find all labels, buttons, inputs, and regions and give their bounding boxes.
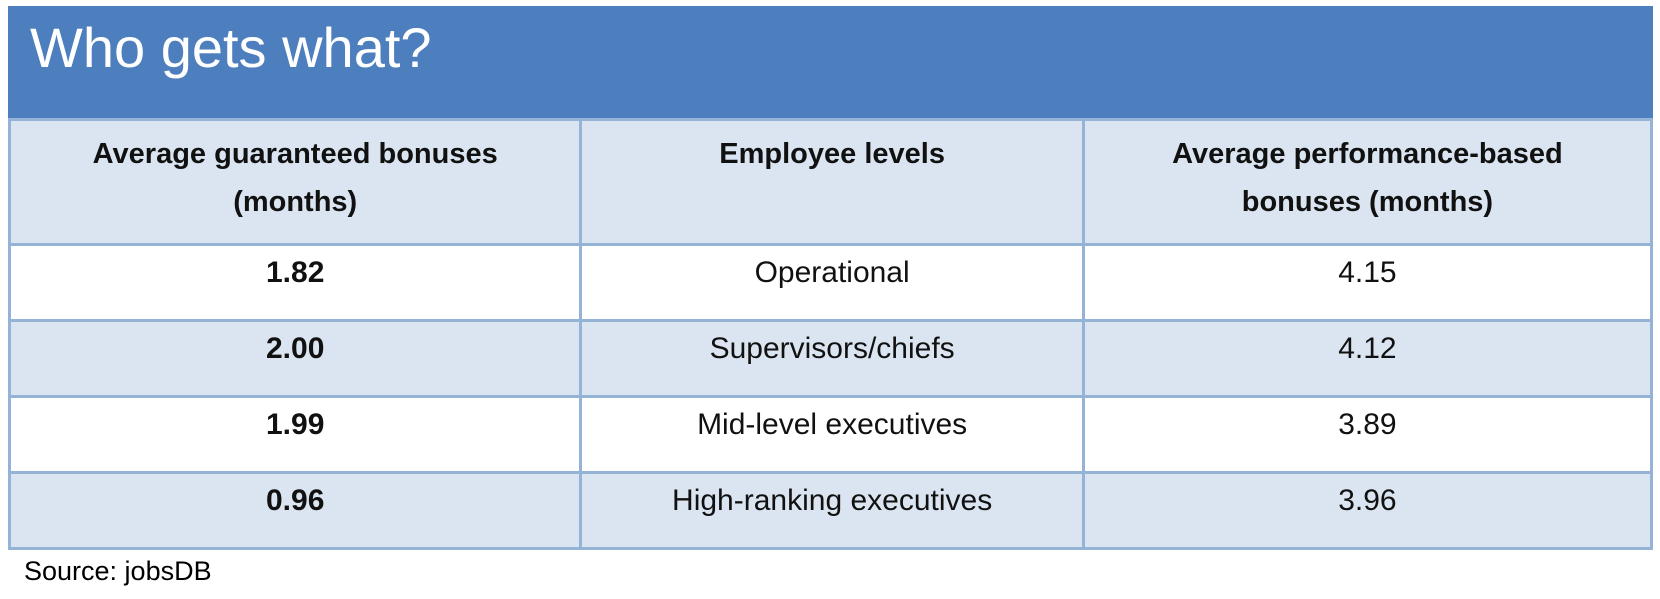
header-row: Average guaranteed bonuses (months) Empl… bbox=[7, 118, 1654, 246]
table-row: 1.82 Operational 4.15 bbox=[7, 243, 1654, 322]
cell-performance-bonus: 3.89 bbox=[1081, 395, 1654, 474]
table-row: 1.99 Mid-level executives 3.89 bbox=[7, 395, 1654, 474]
cell-employee-level: High-ranking executives bbox=[579, 471, 1085, 550]
source-attribution: Source: jobsDB bbox=[24, 556, 212, 586]
column-header-guaranteed-bonuses: Average guaranteed bonuses (months) bbox=[7, 118, 583, 246]
table-row: 0.96 High-ranking executives 3.96 bbox=[7, 471, 1654, 550]
column-header-performance-bonuses: Average performance-based bonuses (month… bbox=[1081, 118, 1654, 246]
cell-guaranteed-bonus: 0.96 bbox=[7, 471, 583, 550]
table-header: Average guaranteed bonuses (months) Empl… bbox=[7, 118, 1654, 246]
cell-employee-level: Supervisors/chiefs bbox=[579, 319, 1085, 398]
cell-performance-bonus: 4.15 bbox=[1081, 243, 1654, 322]
column-header-employee-levels: Employee levels bbox=[579, 118, 1085, 246]
page-title: Who gets what? bbox=[8, 6, 1653, 118]
bonus-table: Average guaranteed bonuses (months) Empl… bbox=[7, 118, 1654, 550]
cell-employee-level: Operational bbox=[579, 243, 1085, 322]
cell-performance-bonus: 3.96 bbox=[1081, 471, 1654, 550]
cell-employee-level: Mid-level executives bbox=[579, 395, 1085, 474]
cell-guaranteed-bonus: 1.99 bbox=[7, 395, 583, 474]
cell-guaranteed-bonus: 1.82 bbox=[7, 243, 583, 322]
cell-guaranteed-bonus: 2.00 bbox=[7, 319, 583, 398]
table-row: 2.00 Supervisors/chiefs 4.12 bbox=[7, 319, 1654, 398]
cell-performance-bonus: 4.12 bbox=[1081, 319, 1654, 398]
